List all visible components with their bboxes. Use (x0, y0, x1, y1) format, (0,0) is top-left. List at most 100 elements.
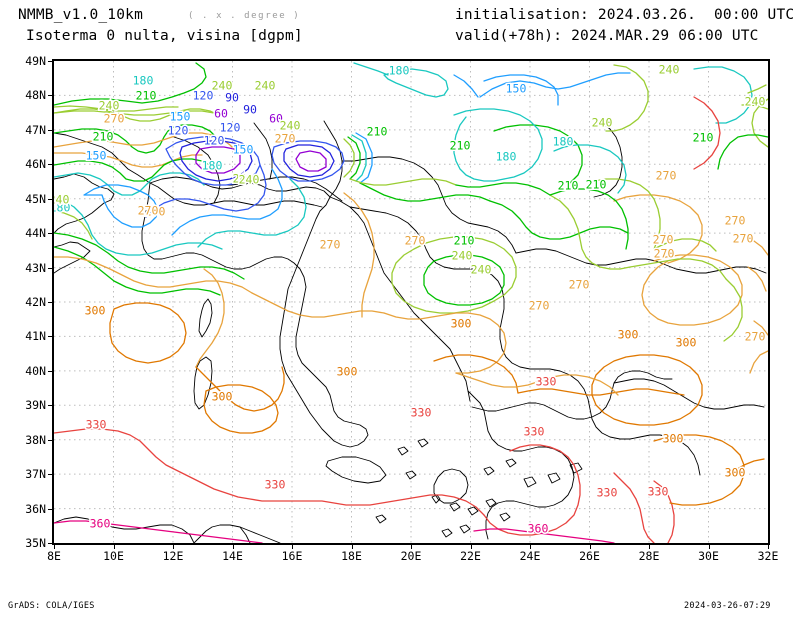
contour-label-210: 210 (454, 234, 475, 248)
contour-label-270: 270 (320, 238, 341, 252)
model-name-label: NMMB_v1.0_10km (18, 7, 144, 23)
contour-300 (517, 388, 685, 396)
field-description-label: Isoterma 0 nulta, visina [dgpm] (26, 28, 303, 44)
contour-label-210: 210 (93, 130, 114, 144)
y-tick-mark (48, 302, 53, 303)
contour-label-270: 270 (725, 214, 746, 228)
contour-300 (733, 458, 765, 472)
contour-240 (619, 258, 727, 280)
contour-label-180: 180 (133, 74, 154, 88)
x-tick-label: 10E (103, 549, 124, 563)
contour-label-330: 330 (648, 485, 669, 499)
contour-270 (455, 372, 619, 396)
contour-map-plot: 1802102402702101501802703003003303303601… (52, 59, 770, 545)
contour-120 (145, 164, 267, 218)
x-tick-mark (649, 544, 650, 549)
contour-label-360: 360 (528, 522, 549, 536)
contour-label-270: 270 (138, 204, 159, 218)
y-tick-label: 40N (25, 363, 46, 378)
contour-240 (549, 194, 621, 270)
contour-120 (271, 140, 345, 182)
contour-210 (455, 182, 551, 196)
contour-label-300: 300 (85, 304, 106, 318)
y-tick-mark (48, 233, 53, 235)
x-tick-label: 14E (222, 549, 243, 563)
contour-240 (391, 236, 517, 314)
x-tick-mark (232, 544, 234, 549)
contour-label-180: 180 (202, 159, 223, 173)
y-tick-mark (48, 474, 53, 476)
y-tick-mark (48, 370, 53, 372)
y-tick-mark (48, 129, 53, 131)
contour-180 (197, 178, 307, 248)
contour-map-svg: 1802102402702101501802703003003303303601… (54, 61, 768, 543)
x-tick-label: 16E (281, 549, 303, 563)
contour-180 (453, 116, 505, 182)
contour-label-270: 270 (104, 112, 125, 126)
contour-210 (54, 246, 221, 296)
contour-270 (613, 194, 703, 264)
contour-label-240: 240 (233, 172, 254, 186)
contour-label-120: 120 (168, 124, 189, 138)
contour-label-270: 270 (569, 278, 590, 292)
contour-300 (591, 354, 703, 426)
contour-180 (351, 134, 367, 182)
contour-240 (723, 278, 743, 342)
contour-label-60: 60 (269, 112, 283, 126)
y-tick-label: 38N (25, 432, 46, 447)
x-tick-mark (589, 544, 591, 549)
contour-label-300: 300 (725, 466, 746, 480)
y-tick-mark (48, 336, 53, 338)
contour-label-330: 330 (524, 425, 545, 439)
y-tick-label: 48N (25, 88, 46, 103)
y-tick-label: 35N (25, 536, 46, 550)
y-tick-mark (48, 95, 53, 97)
contour-label-90: 90 (225, 91, 239, 105)
contour-label-330: 330 (411, 406, 432, 420)
contour-label-300: 300 (618, 328, 639, 342)
contour-210 (54, 232, 245, 280)
contour-240 (741, 104, 768, 110)
contour-label-240: 240 (452, 249, 473, 263)
contour-label-270: 270 (654, 247, 675, 261)
y-tick-label: 45N (25, 191, 46, 206)
contour-270 (343, 192, 375, 318)
contour-300 (433, 354, 519, 394)
contour-label-210: 210 (558, 179, 579, 193)
contour-240 (747, 84, 767, 94)
contour-label-330: 330 (536, 375, 557, 389)
y-tick-mark (48, 198, 53, 200)
contour-330 (483, 444, 581, 536)
contour-270 (747, 266, 767, 292)
contour-label-240: 240 (659, 63, 680, 77)
x-tick-label: 30E (698, 549, 719, 563)
contour-label-90: 90 (243, 103, 257, 117)
contour-label-300: 300 (663, 432, 684, 446)
initialisation-label: initialisation: 2024.03.26. 00:00 UTC (455, 7, 795, 23)
contour-360 (54, 520, 263, 543)
contour-240 (54, 105, 179, 112)
x-tick-label: 24E (519, 549, 541, 563)
x-tick-mark (768, 544, 769, 549)
contour-label-240: 240 (745, 95, 766, 109)
contour-270 (749, 350, 768, 374)
contour-label-180: 180 (553, 135, 574, 149)
contour-270 (195, 268, 225, 368)
contour-150 (483, 74, 559, 106)
contour-300 (195, 366, 285, 412)
gridlines (54, 61, 768, 543)
contour-330 (613, 472, 655, 543)
contour-label-240: 240 (239, 173, 260, 187)
contour-240 (54, 108, 219, 122)
contour-label-360: 360 (90, 517, 111, 531)
x-tick-mark (351, 544, 353, 549)
contour-label-180: 180 (496, 150, 517, 164)
contour-300 (203, 384, 279, 434)
contour-150 (355, 132, 373, 184)
contour-270 (653, 254, 743, 326)
x-tick-label: 22E (460, 549, 481, 563)
contour-label-210: 210 (586, 178, 607, 192)
x-tick-label: 18E (341, 549, 362, 563)
x-tick-label: 32E (757, 549, 779, 563)
contour-240 (593, 178, 661, 250)
